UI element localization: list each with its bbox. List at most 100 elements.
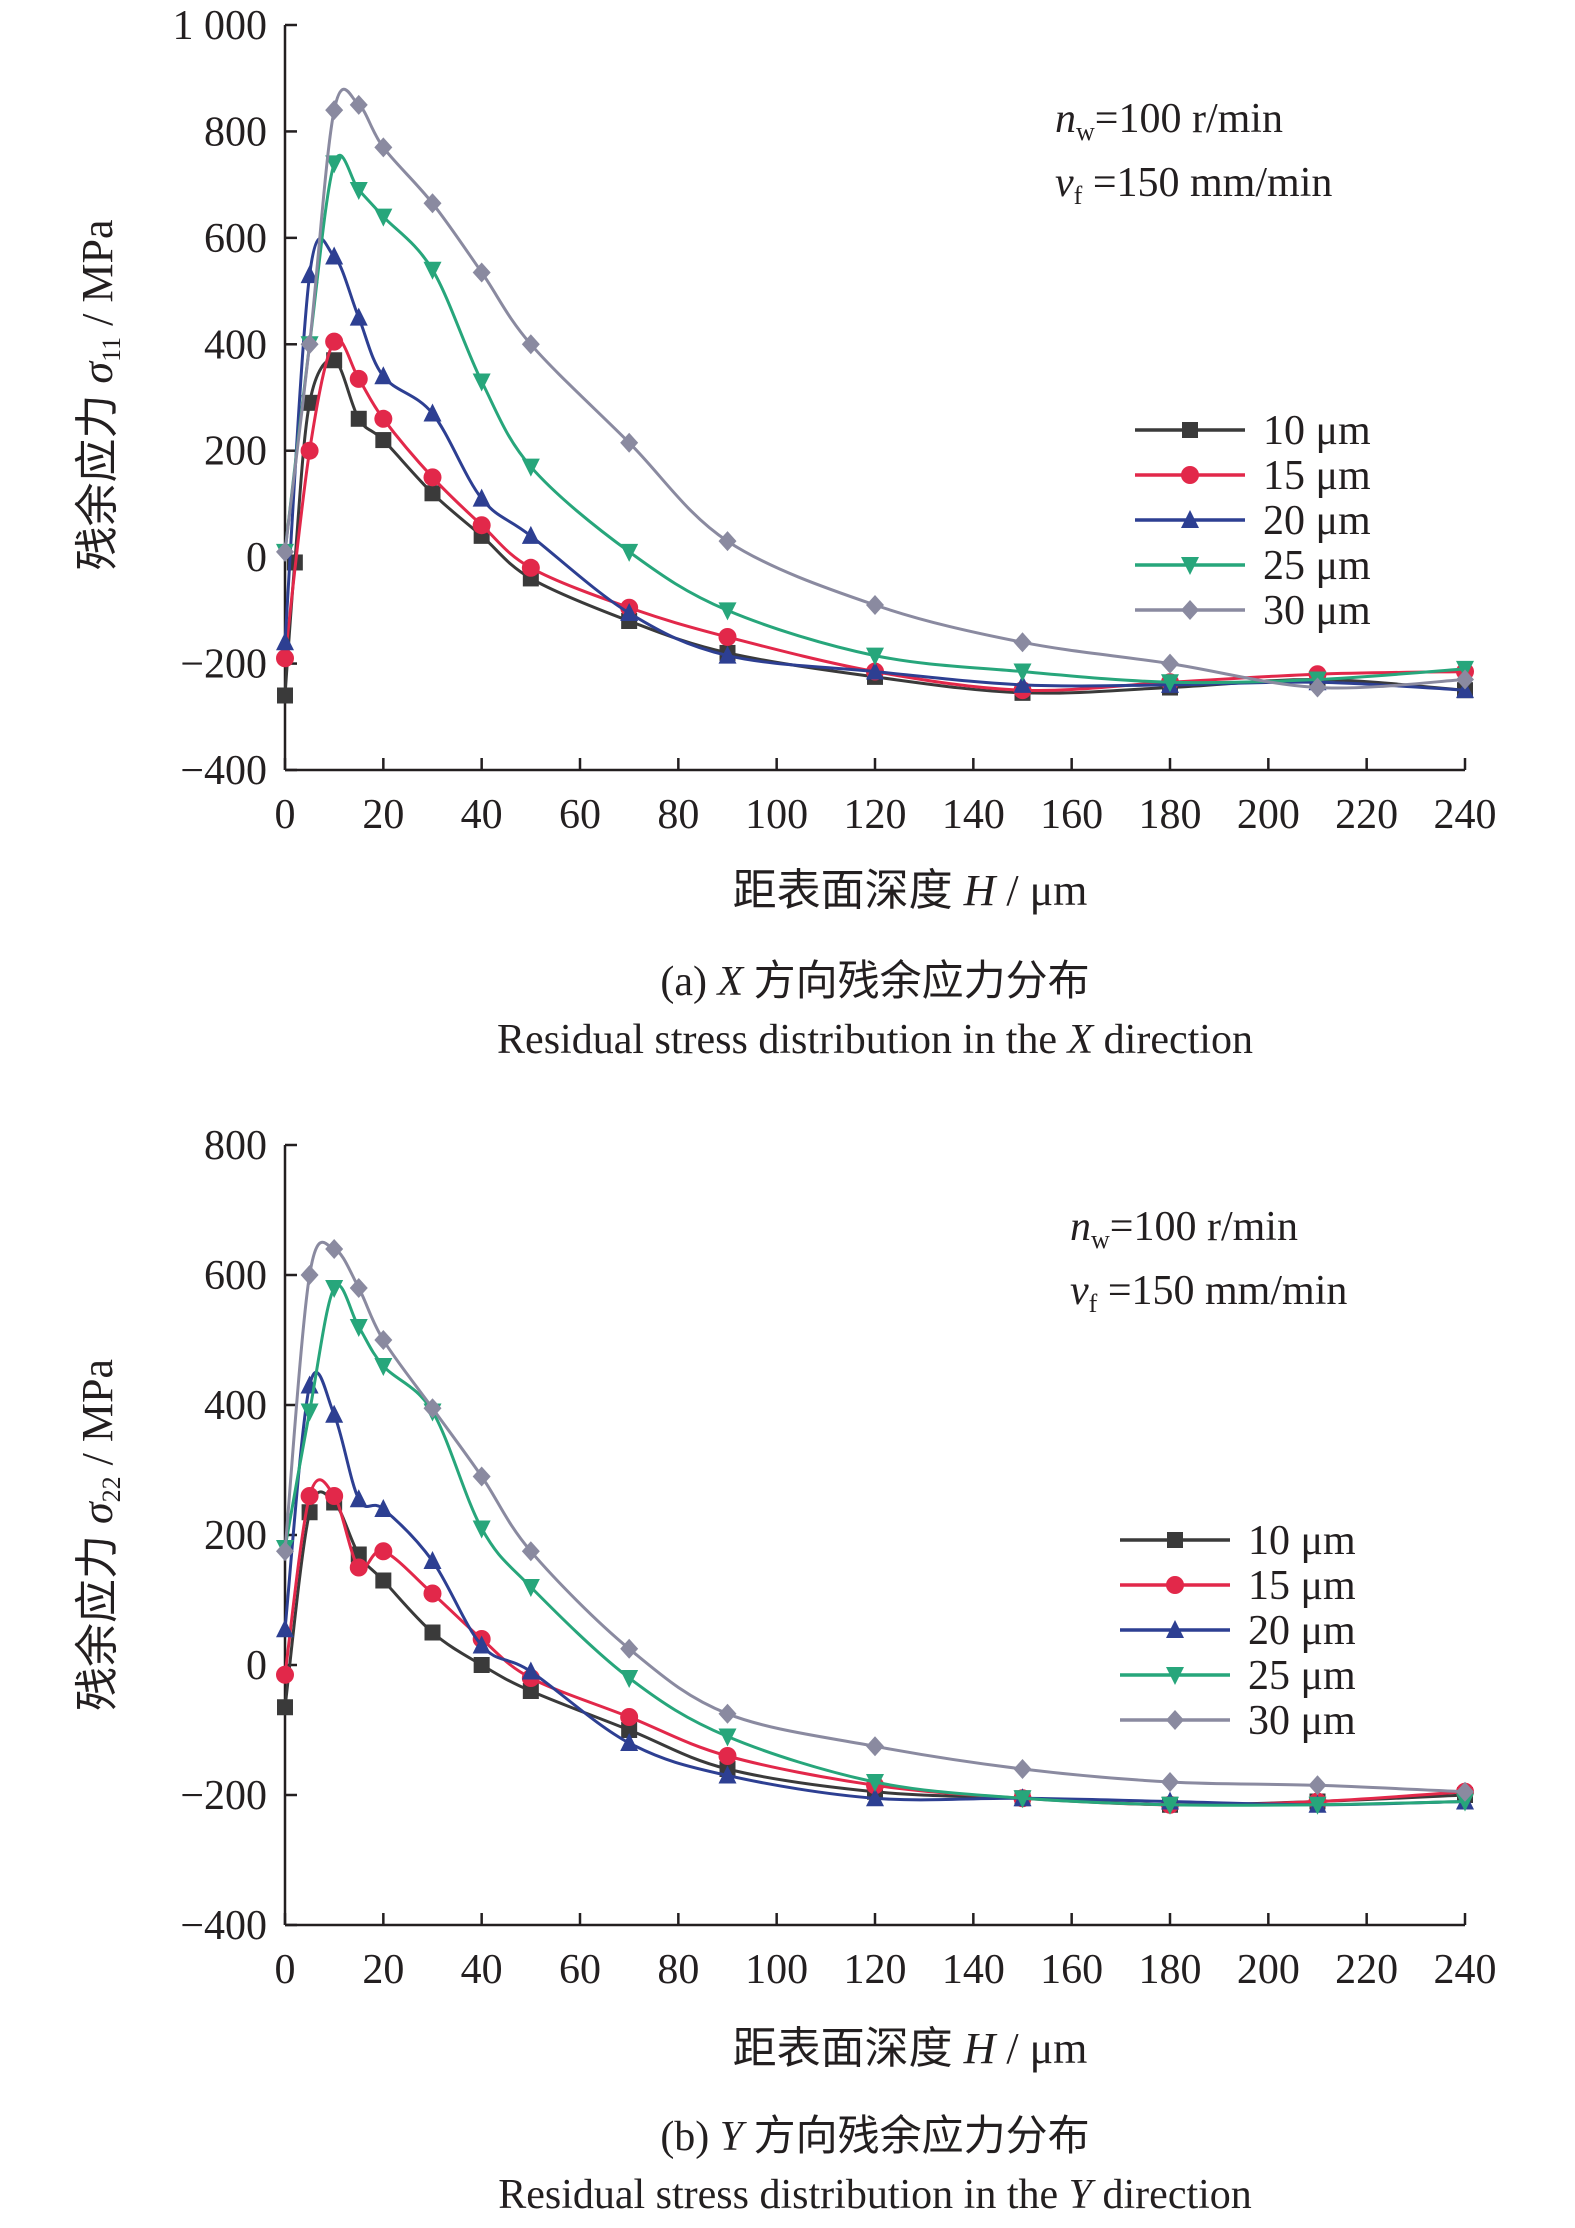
legend-item: 10 μm	[1135, 408, 1371, 454]
data-point	[300, 1487, 319, 1505]
data-point	[866, 661, 884, 680]
axes: 0 20 40 60 80 100 120 140 160 180 200 220 240 −400 −20…	[173, 3, 1497, 838]
data-point	[866, 1774, 884, 1792]
legend-item: 30 μm	[1120, 1698, 1356, 1744]
data-point	[1161, 653, 1179, 674]
data-point	[1013, 674, 1032, 693]
x-tick-label: 0	[275, 792, 296, 838]
series-20-μm	[276, 237, 1474, 699]
legend-label: 30 μm	[1248, 1698, 1356, 1744]
data-point	[718, 531, 737, 552]
data-point	[472, 516, 491, 535]
data-point	[349, 1319, 368, 1337]
data-point	[374, 208, 393, 227]
data-point	[424, 485, 441, 502]
legend-item: 10 μm	[1120, 1518, 1356, 1564]
data-point	[374, 366, 393, 385]
data-point	[521, 1579, 540, 1597]
x-tick-label: 40	[461, 1947, 503, 1993]
data-point	[276, 1541, 294, 1562]
figure-b: 0 20 40 60 80 100 120 140 160 180 200 220 240 −400 −20…	[0, 1110, 1575, 2223]
data-point	[276, 632, 294, 651]
y-tick-label: 400	[204, 1383, 267, 1429]
caption-chinese: (b) Y 方向残余应力分布	[660, 2113, 1089, 2160]
data-point	[350, 410, 367, 427]
data-point	[1456, 1793, 1474, 1812]
data-point	[1161, 674, 1179, 693]
data-point	[374, 1330, 393, 1350]
y-tick-label: 1 000	[173, 3, 268, 49]
x-axis-title: 距表面深度 H / μm	[733, 866, 1088, 915]
data-point	[374, 137, 393, 158]
data-point	[300, 1403, 319, 1422]
data-point	[374, 1499, 393, 1517]
data-point	[423, 403, 442, 422]
legend-label: 10 μm	[1263, 408, 1371, 454]
data-point	[1013, 632, 1032, 653]
data-point	[1013, 1790, 1032, 1809]
series-line	[283, 358, 1466, 696]
legend-label: 20 μm	[1263, 498, 1371, 544]
x-axis-title: 距表面深度 H / μm	[733, 2024, 1088, 2073]
legend-item: 25 μm	[1135, 543, 1371, 589]
y-tick-label: 800	[204, 109, 267, 155]
data-point	[718, 627, 737, 646]
y-tick-label: −200	[180, 1773, 267, 1819]
series-30-μm	[276, 87, 1474, 698]
data-point	[620, 1670, 639, 1688]
y-tick-label: 400	[204, 322, 267, 368]
legend-marker	[1166, 1620, 1184, 1638]
data-point	[620, 1638, 639, 1659]
x-tick-label: 40	[461, 792, 503, 838]
data-point	[423, 193, 442, 214]
x-tick-label: 220	[1335, 792, 1398, 838]
data-point	[1161, 1772, 1179, 1792]
data-point	[472, 1520, 491, 1539]
y-tick-label: 0	[246, 535, 267, 581]
data-point	[300, 265, 319, 284]
x-tick-label: 240	[1434, 792, 1497, 838]
data-point	[1308, 1775, 1327, 1796]
data-point	[620, 543, 639, 562]
data-point	[423, 261, 442, 280]
data-point	[718, 602, 737, 621]
legend-marker	[1166, 1667, 1184, 1685]
data-point	[424, 1624, 441, 1641]
data-point	[472, 373, 491, 392]
y-tick-label: 800	[204, 1123, 267, 1169]
data-point	[349, 94, 368, 115]
data-point	[1456, 669, 1474, 690]
legend-label: 15 μm	[1248, 1563, 1356, 1609]
data-point	[1308, 677, 1327, 698]
process-parameters: nw=100 r/min vf =150 mm/min	[1055, 96, 1332, 210]
data-point	[866, 595, 884, 616]
data-point	[326, 352, 343, 369]
legend-marker	[1181, 600, 1199, 620]
data-point	[277, 1699, 293, 1716]
data-point	[349, 1278, 368, 1298]
data-point	[620, 603, 639, 622]
legend-label: 15 μm	[1263, 453, 1371, 499]
data-point	[301, 394, 318, 411]
data-point	[300, 334, 319, 355]
data-point	[1308, 1796, 1327, 1815]
legend-item: 15 μm	[1120, 1563, 1356, 1609]
data-point	[276, 1665, 294, 1684]
data-point	[349, 181, 368, 200]
data-point	[423, 1551, 442, 1569]
series-line	[283, 237, 1466, 692]
x-tick-label: 200	[1237, 792, 1300, 838]
data-point	[1013, 1759, 1032, 1779]
legend-marker	[1181, 510, 1199, 528]
x-tick-label: 160	[1040, 792, 1103, 838]
data-point	[375, 432, 392, 449]
y-tick-label: −400	[180, 1903, 267, 1949]
legend-label: 30 μm	[1263, 588, 1371, 634]
data-point	[621, 1722, 638, 1738]
data-point	[620, 1708, 639, 1726]
data-point	[521, 1541, 540, 1562]
caption-english: Residual stress distribution in the X di…	[497, 1017, 1253, 1063]
chart-b-svg: 0 20 40 60 80 100 120 140 160 180 200 220 240 −400 −20…	[73, 1123, 1497, 2218]
